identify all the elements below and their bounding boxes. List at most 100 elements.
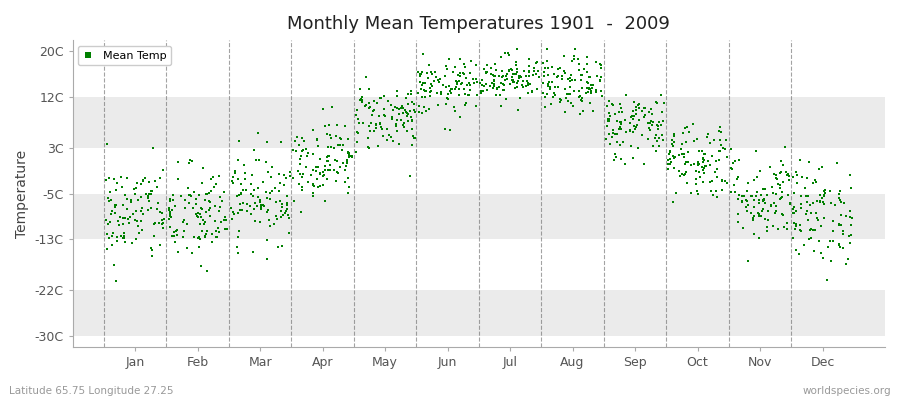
Mean Temp (474, 82, 489, 88)
Mean Temp (730, 174, 744, 180)
Mean Temp (163, 198, 177, 204)
Mean Temp (656, 118, 670, 124)
Mean Temp (600, 102, 615, 109)
Mean Temp (752, 200, 766, 206)
Mean Temp (780, 225, 795, 232)
Mean Temp (220, 226, 234, 232)
Mean Temp (602, 118, 616, 124)
Mean Temp (667, 130, 681, 137)
Mean Temp (643, 127, 657, 133)
Mean Temp (200, 228, 214, 234)
Mean Temp (573, 92, 588, 99)
Mean Temp (306, 190, 320, 196)
Mean Temp (521, 82, 535, 88)
Mean Temp (126, 186, 140, 192)
Mean Temp (833, 222, 848, 228)
Mean Temp (490, 86, 504, 92)
Mean Temp (542, 79, 556, 85)
Mean Temp (480, 61, 494, 68)
Mean Temp (286, 198, 301, 204)
Mean Temp (646, 143, 661, 149)
Mean Temp (745, 215, 760, 221)
Mean Temp (522, 68, 536, 74)
Mean Temp (540, 90, 554, 97)
Mean Temp (628, 111, 643, 117)
Mean Temp (271, 244, 285, 250)
Mean Temp (269, 213, 284, 220)
Mean Temp (317, 172, 331, 178)
Mean Temp (212, 194, 227, 200)
Y-axis label: Temperature: Temperature (15, 150, 29, 238)
Mean Temp (508, 85, 522, 92)
Mean Temp (250, 130, 265, 136)
Mean Temp (558, 109, 572, 115)
Mean Temp (581, 85, 596, 92)
Mean Temp (568, 77, 582, 83)
Mean Temp (530, 86, 544, 92)
Mean Temp (408, 134, 422, 141)
Mean Temp (328, 133, 343, 140)
Mean Temp (492, 92, 507, 99)
Mean Temp (102, 235, 116, 241)
Mean Temp (198, 197, 212, 204)
Mean Temp (179, 245, 194, 251)
Mean Temp (697, 167, 711, 174)
Mean Temp (601, 116, 616, 122)
Mean Temp (325, 104, 339, 110)
Mean Temp (816, 215, 831, 221)
Mean Temp (677, 172, 691, 179)
Mean Temp (498, 77, 512, 84)
Mean Temp (396, 122, 410, 128)
Mean Temp (505, 67, 519, 73)
Mean Temp (624, 143, 638, 149)
Mean Temp (650, 138, 664, 145)
Mean Temp (585, 85, 599, 91)
Mean Temp (189, 200, 203, 207)
Mean Temp (361, 144, 375, 150)
Mean Temp (544, 79, 559, 86)
Mean Temp (152, 209, 166, 216)
Mean Temp (763, 202, 778, 208)
Mean Temp (844, 222, 859, 228)
Mean Temp (263, 196, 277, 202)
Mean Temp (120, 174, 134, 181)
Mean Temp (335, 146, 349, 153)
Mean Temp (696, 179, 710, 185)
Mean Temp (294, 173, 309, 180)
Mean Temp (130, 218, 144, 224)
Mean Temp (238, 170, 252, 176)
Mean Temp (516, 84, 530, 90)
Mean Temp (590, 73, 604, 80)
Mean Temp (740, 208, 754, 214)
Mean Temp (741, 258, 755, 264)
Bar (73, 97, 885, 148)
Mean Temp (133, 208, 148, 214)
Mean Temp (194, 206, 209, 212)
Mean Temp (109, 201, 123, 208)
Mean Temp (717, 178, 732, 184)
Mean Temp (215, 198, 230, 204)
Mean Temp (803, 202, 817, 208)
Mean Temp (746, 217, 760, 223)
Mean Temp (673, 145, 688, 152)
Mean Temp (793, 222, 807, 229)
Mean Temp (118, 192, 132, 198)
Mean Temp (294, 134, 309, 141)
Mean Temp (117, 235, 131, 241)
Mean Temp (839, 212, 853, 219)
Mean Temp (166, 229, 181, 235)
Mean Temp (652, 135, 667, 141)
Mean Temp (207, 184, 221, 190)
Mean Temp (617, 161, 632, 167)
Mean Temp (613, 142, 627, 148)
Mean Temp (377, 112, 392, 118)
Mean Temp (800, 174, 814, 181)
Mean Temp (614, 156, 628, 162)
Mean Temp (107, 204, 122, 210)
Mean Temp (691, 160, 706, 167)
Mean Temp (153, 242, 167, 248)
Mean Temp (518, 73, 533, 79)
Mean Temp (328, 157, 342, 163)
Mean Temp (551, 66, 565, 72)
Mean Temp (403, 173, 418, 179)
